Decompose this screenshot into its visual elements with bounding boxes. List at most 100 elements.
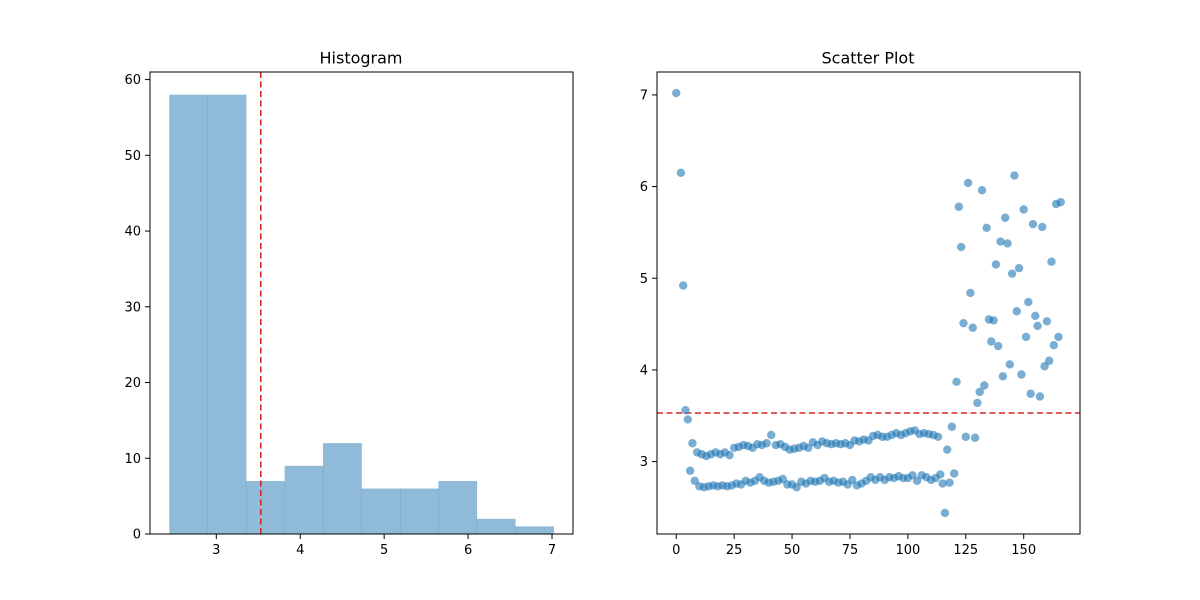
scatter-point — [1017, 370, 1026, 379]
scatter-point — [1005, 360, 1015, 369]
scatter-x-tick-label: 100 — [895, 543, 920, 558]
histogram-bar — [207, 94, 247, 534]
scatter-point — [940, 508, 950, 518]
scatter-point — [1010, 171, 1019, 180]
histogram-x-tick-label: 7 — [548, 543, 556, 558]
histogram-panel: Histogram 3 4 5 6 7 0 10 20 30 40 50 60 — [124, 49, 574, 558]
scatter-point — [1044, 356, 1054, 365]
scatter-point — [963, 178, 973, 188]
scatter-point — [848, 475, 857, 485]
histogram-bar — [246, 480, 285, 534]
scatter-point — [912, 476, 922, 486]
scatter-x-tick-label: 125 — [953, 543, 978, 558]
scatter-point — [1031, 311, 1040, 321]
histogram-bars — [169, 94, 554, 534]
histogram-y-tick-label: 20 — [124, 376, 141, 391]
histogram-x-tick-label: 3 — [212, 543, 220, 558]
scatter-point — [685, 466, 695, 475]
scatter-point — [977, 186, 987, 195]
scatter-x-tick-label: 25 — [726, 543, 743, 558]
scatter-point — [1024, 297, 1033, 307]
histogram-bar — [476, 518, 516, 534]
scatter-x-tick-label: 50 — [784, 543, 801, 558]
scatter-point — [980, 381, 989, 390]
scatter-point — [1019, 205, 1028, 214]
scatter-point — [956, 242, 966, 252]
scatter-point — [945, 478, 954, 487]
scatter-point — [991, 260, 1001, 269]
scatter-point — [1033, 321, 1042, 331]
scatter-point — [725, 450, 734, 460]
histogram-bar — [361, 488, 401, 534]
scatter-point — [959, 318, 968, 328]
scatter-point — [1056, 197, 1065, 207]
scatter-point — [688, 439, 697, 448]
histogram-y-tick-label: 50 — [124, 149, 141, 164]
scatter-point — [961, 432, 970, 442]
scatter-point — [792, 483, 801, 492]
scatter-point — [1003, 239, 1012, 248]
histogram-x-tick-label: 5 — [380, 543, 388, 558]
scatter-y-tick-label: 7 — [640, 88, 648, 103]
histogram-axes-frame — [149, 71, 574, 535]
scatter-point — [982, 223, 991, 233]
scatter-point — [678, 281, 688, 290]
scatter-y-tick-label: 4 — [640, 363, 648, 378]
scatter-point — [947, 422, 957, 431]
scatter-point — [804, 443, 813, 453]
scatter-point — [973, 398, 982, 408]
histogram-x-tick-label: 4 — [296, 543, 304, 558]
scatter-point — [1047, 257, 1056, 266]
scatter-point — [1035, 392, 1045, 401]
scatter-point — [943, 445, 952, 454]
histogram-y-tick-label: 10 — [124, 452, 141, 467]
scatter-point — [966, 288, 975, 298]
scatter-point — [954, 202, 964, 211]
scatter-point — [1026, 389, 1035, 398]
scatter-point — [676, 168, 686, 178]
scatter-point — [933, 432, 943, 442]
scatter-point — [1014, 263, 1024, 273]
scatter-point — [1012, 307, 1021, 316]
scatter-point — [1040, 362, 1049, 371]
scatter-y-ticks: 3 4 5 6 7 — [640, 88, 657, 470]
scatter-title: Scatter Plot — [822, 49, 915, 68]
scatter-point — [672, 88, 681, 98]
scatter-point — [762, 439, 771, 448]
scatter-panel: Scatter Plot 0 25 50 75 100 125 150 3 4 5 6 7 — [640, 49, 1081, 558]
scatter-point — [952, 377, 961, 387]
scatter-point — [1000, 213, 1010, 222]
scatter-point — [975, 387, 984, 397]
histogram-y-tick-label: 30 — [124, 300, 141, 315]
scatter-point — [1038, 222, 1047, 232]
scatter-point — [1049, 340, 1059, 350]
scatter-x-tick-label: 150 — [1011, 543, 1036, 558]
scatter-x-ticks: 0 25 50 75 100 125 150 — [672, 534, 1036, 558]
scatter-point — [683, 415, 693, 424]
scatter-point — [1007, 269, 1017, 278]
scatter-point — [1028, 219, 1038, 229]
histogram-bar — [399, 488, 439, 534]
histogram-bar — [438, 480, 478, 534]
scatter-y-tick-label: 5 — [640, 272, 648, 287]
scatter-point — [987, 337, 996, 346]
scatter-point — [936, 470, 945, 479]
histogram-y-ticks: 0 10 20 30 40 50 60 — [124, 73, 150, 543]
scatter-point — [968, 323, 977, 332]
scatter-y-tick-label: 6 — [640, 180, 648, 195]
histogram-bar — [323, 443, 362, 534]
scatter-point — [994, 341, 1003, 351]
histogram-bar — [284, 465, 324, 534]
scatter-point — [996, 237, 1005, 246]
histogram-x-tick-label: 6 — [464, 543, 472, 558]
histogram-bar — [515, 526, 554, 534]
scatter-point — [989, 316, 998, 325]
scatter-y-tick-label: 3 — [640, 455, 648, 470]
histogram-y-tick-label: 60 — [124, 73, 141, 88]
scatter-point — [690, 476, 699, 486]
scatter-point — [1054, 332, 1063, 342]
scatter-point — [1042, 317, 1052, 326]
scatter-point — [908, 471, 917, 480]
scatter-point — [950, 469, 959, 478]
